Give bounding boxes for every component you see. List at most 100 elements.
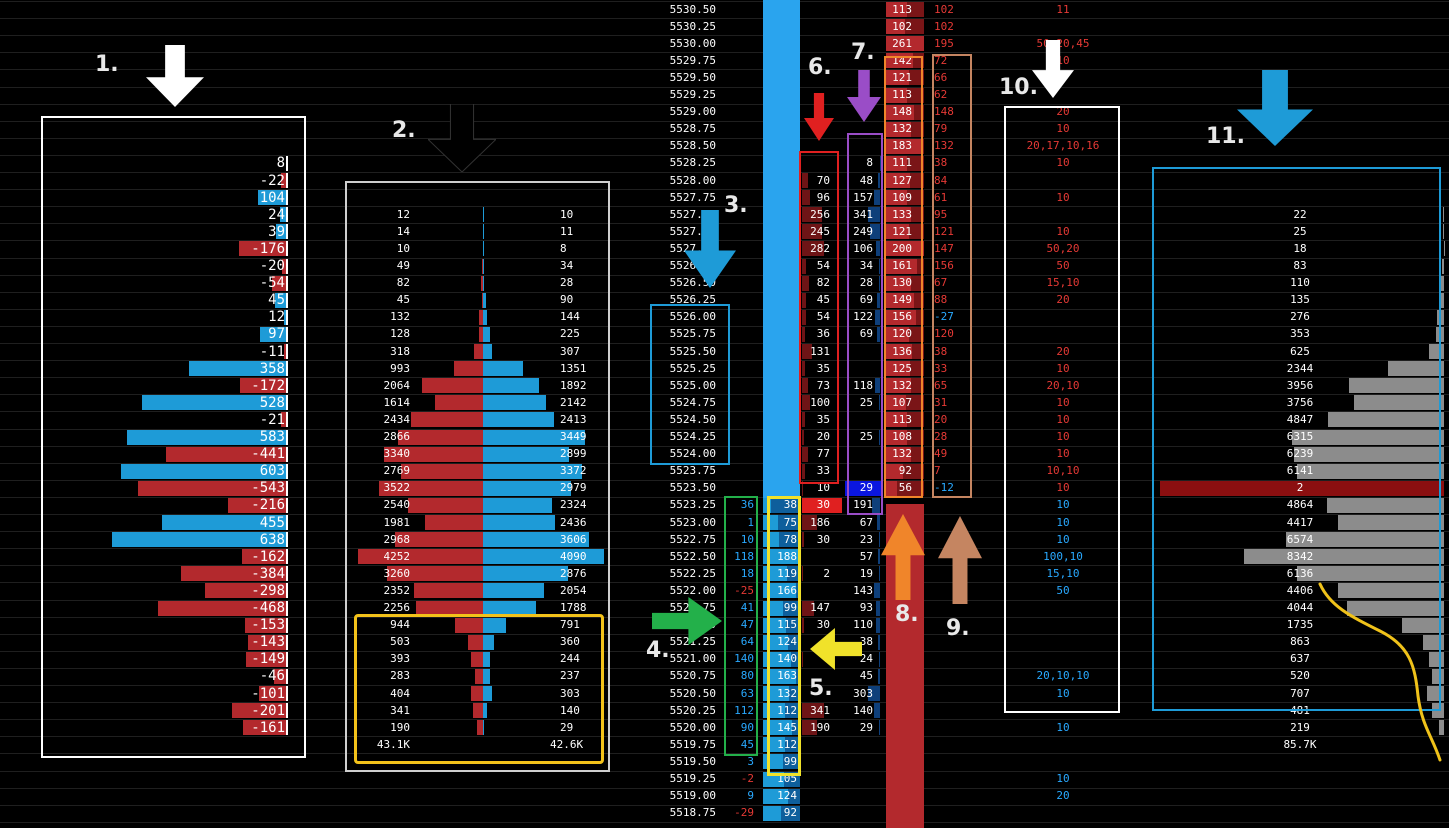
price-label: 5528.75 (669, 122, 716, 136)
buy-value: 191 (853, 498, 873, 512)
ask-change-value: 156 (934, 259, 954, 272)
large-print-value: 10 (1056, 430, 1070, 443)
delta-tick (286, 480, 288, 496)
price-label: 5530.50 (669, 2, 716, 16)
delta-bar (281, 258, 287, 274)
profile-bid-value: 128 (390, 327, 410, 341)
bid-size-value: 90 (740, 720, 754, 734)
volume-value: 18 (1293, 241, 1307, 255)
ask-depth-fill (886, 326, 909, 342)
ask-change-value: 33 (934, 361, 948, 375)
profile-bid-value: 2434 (383, 412, 411, 426)
volume-bar (1423, 634, 1444, 650)
row-divider (0, 326, 1449, 327)
buy-bar (875, 241, 880, 257)
sell-highlight (802, 497, 842, 513)
profile-ask-value: 2142 (560, 395, 587, 409)
ask-change-value: 102 (934, 19, 954, 33)
bid-depth-value: 188 (777, 549, 797, 563)
ask-change-value: 72 (934, 53, 948, 67)
large-print-value: 10 (1056, 532, 1070, 546)
profile-ask-bar (483, 515, 555, 531)
volume-total: 85.7K (1283, 737, 1317, 751)
ask-depth-fill (886, 2, 908, 18)
volume-value: 1735 (1286, 618, 1314, 632)
row-divider (0, 394, 1449, 395)
profile-bid-value: 993 (390, 361, 410, 375)
ask-change-value: 88 (934, 293, 948, 307)
ask-depth-fill (886, 412, 908, 428)
delta-value: -216 (251, 497, 285, 514)
sell-value: 256 (810, 207, 830, 221)
row-divider (0, 446, 1449, 447)
price-label: 5525.25 (669, 361, 716, 375)
buy-value: 140 (853, 703, 873, 717)
bid-depth-fill (763, 720, 792, 736)
bid-depth-value: 124 (777, 789, 797, 803)
large-print-value: 10 (1056, 686, 1070, 700)
buy-value: 110 (853, 618, 873, 632)
ask-depth-value: 130 (892, 276, 912, 290)
profile-bid-value: 393 (390, 652, 410, 666)
sell-bar (802, 463, 805, 479)
bid-depth-value: 99 (783, 754, 797, 768)
buy-value: 38 (859, 635, 873, 649)
ask-depth-fill (886, 173, 911, 189)
profile-ask-bar (483, 275, 484, 291)
bid-depth-value: 92 (783, 806, 797, 820)
ask-depth-fill (886, 190, 907, 206)
profile-bid-value: 82 (396, 276, 410, 290)
volume-bar (1442, 258, 1444, 274)
annotation-label: 11. (1206, 124, 1245, 149)
volume-value: 6574 (1286, 532, 1314, 546)
volume-bar (1435, 326, 1444, 342)
ask-depth-fill (886, 395, 907, 411)
ask-depth-value: 149 (892, 293, 912, 307)
bid-size-value: 41 (740, 601, 754, 614)
profile-bid-value: 2866 (383, 430, 411, 443)
ask-change-value: 84 (934, 173, 948, 187)
profile-bid-bar (401, 463, 483, 479)
sell-bar (802, 344, 813, 360)
large-print-value: 10 (1056, 447, 1070, 461)
profile-bid-value: 283 (390, 669, 410, 683)
profile-bid-value: 4252 (383, 549, 411, 563)
ask-change-value: 121 (934, 224, 954, 238)
delta-bar (239, 378, 287, 394)
delta-value: 39 (268, 223, 285, 240)
hand-drawn-curve (1318, 582, 1442, 762)
volume-value: 25 (1293, 224, 1307, 238)
profile-ask-bar (483, 566, 568, 582)
ask-change-value: 61 (934, 190, 948, 204)
price-label: 5530.25 (669, 19, 716, 33)
delta-tick (286, 258, 288, 274)
bid-size-value: -2 (740, 772, 754, 785)
buy-bar (879, 532, 880, 548)
sell-bar (802, 224, 822, 240)
annotation-label: 10. (999, 75, 1038, 100)
profile-bid-value: 318 (390, 344, 410, 358)
volume-bar (1327, 497, 1444, 513)
profile-bid-bar (413, 583, 483, 599)
buy-value: 48 (859, 173, 873, 187)
delta-value: -11 (259, 343, 285, 360)
profile-bid-value: 3260 (383, 566, 411, 580)
sell-bar (802, 412, 805, 428)
ask-change-value: -12 (934, 481, 954, 495)
delta-bar (231, 703, 287, 719)
row-divider (0, 292, 1449, 293)
delta-value: 8 (276, 155, 285, 172)
volume-value: 707 (1290, 686, 1310, 700)
sell-bar (802, 617, 805, 633)
sell-value: 10 (816, 481, 830, 495)
ask-depth-value: 113 (892, 88, 912, 101)
profile-bid-bar (408, 497, 483, 513)
volume-value: 22 (1293, 207, 1307, 221)
delta-bar (165, 446, 287, 462)
price-label: 5522.50 (669, 549, 716, 563)
profile-ask-value: 360 (560, 635, 580, 649)
bid-depth-value: 78 (783, 532, 797, 546)
profile-bid-value: 2769 (383, 464, 411, 478)
profile-ask-value: 28 (560, 276, 574, 290)
profile-ask-bar (483, 378, 539, 394)
